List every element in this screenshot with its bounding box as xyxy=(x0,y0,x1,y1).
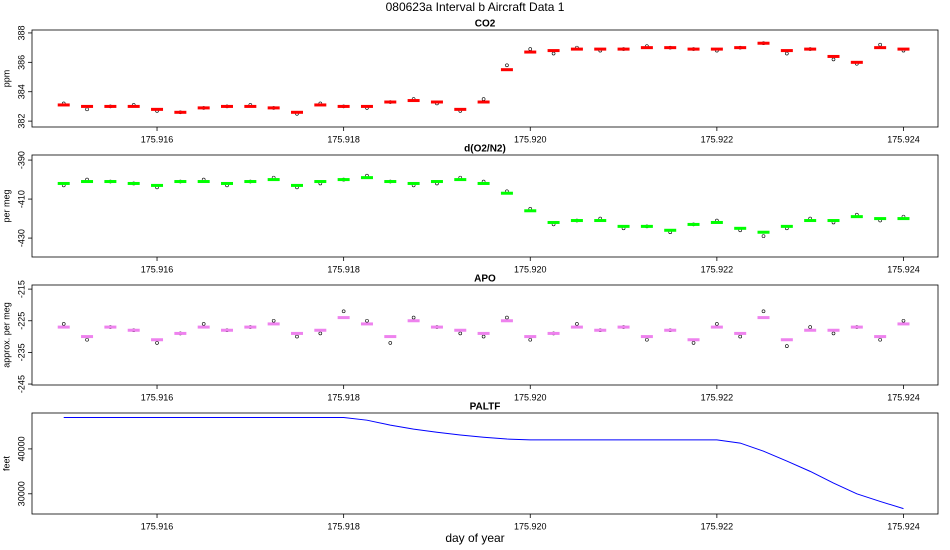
panel-title: CO2 xyxy=(475,19,496,30)
x-tick-label: 175.920 xyxy=(514,264,547,274)
x-tick-label: 175.918 xyxy=(327,392,360,402)
data-point xyxy=(505,63,509,68)
y-tick-label: -225 xyxy=(16,312,26,330)
data-point xyxy=(785,51,789,56)
data-point xyxy=(575,322,579,326)
x-tick-label: 175.916 xyxy=(141,134,174,144)
y-axis-label: feet xyxy=(1,455,11,471)
panel-title: PALTF xyxy=(470,402,501,413)
data-point xyxy=(645,337,649,342)
x-tick-label: 175.918 xyxy=(327,134,360,144)
data-line xyxy=(63,416,904,510)
data-point xyxy=(481,334,486,339)
data-point xyxy=(738,334,742,339)
panel-title: d(O2/N2) xyxy=(464,144,506,155)
y-tick-label: -245 xyxy=(16,375,26,393)
panel-frame xyxy=(31,412,939,515)
data-point xyxy=(295,334,299,339)
data-point xyxy=(61,322,66,326)
data-point xyxy=(901,318,906,323)
x-tick-label: 175.924 xyxy=(887,134,920,144)
data-point xyxy=(388,341,393,345)
data-point xyxy=(528,337,533,342)
data-point xyxy=(808,325,812,329)
y-tick-label: -215 xyxy=(16,280,26,298)
panel-frame xyxy=(31,284,939,386)
data-point xyxy=(201,322,206,326)
x-tick-label: 175.924 xyxy=(887,264,920,274)
data-point xyxy=(318,331,323,336)
x-tick-label: 175.918 xyxy=(327,264,360,274)
panel-title: APO xyxy=(474,274,496,285)
data-point xyxy=(831,331,836,336)
data-point xyxy=(481,97,486,101)
x-tick-label: 175.924 xyxy=(887,521,920,531)
data-point xyxy=(155,341,159,345)
x-tick-label: 175.920 xyxy=(514,392,547,402)
data-point xyxy=(341,309,346,314)
data-point xyxy=(365,318,369,323)
data-point xyxy=(458,331,463,336)
y-tick-label: 40000 xyxy=(16,436,26,461)
x-tick-label: 175.916 xyxy=(141,264,174,274)
x-tick-label: 175.918 xyxy=(327,521,360,531)
y-tick-label: -430 xyxy=(16,229,26,247)
x-tick-label: 175.922 xyxy=(701,134,734,144)
data-point xyxy=(831,57,836,62)
data-point xyxy=(761,234,766,238)
data-point xyxy=(878,42,882,47)
y-axis-label: ppm xyxy=(1,70,11,88)
x-tick-label: 175.916 xyxy=(141,521,174,531)
x-tick-label: 175.916 xyxy=(141,392,174,402)
x-tick-label: 175.920 xyxy=(514,521,547,531)
y-tick-label: 30000 xyxy=(16,481,26,506)
data-point xyxy=(271,318,276,323)
data-point xyxy=(505,315,509,320)
x-tick-label: 175.922 xyxy=(701,521,734,531)
data-point xyxy=(551,51,556,56)
y-tick-label: -390 xyxy=(16,151,26,169)
data-point xyxy=(761,309,766,314)
y-axis-label: approx. per meg xyxy=(1,302,11,368)
x-tick-label: 175.924 xyxy=(887,392,920,402)
data-point xyxy=(85,337,89,342)
y-tick-label: 386 xyxy=(16,55,26,70)
data-point xyxy=(715,322,719,326)
y-tick-label: -410 xyxy=(16,190,26,208)
page-title: 080623a Interval b Aircraft Data 1 xyxy=(386,0,565,14)
x-tick-label: 175.922 xyxy=(701,392,734,402)
y-tick-label: -235 xyxy=(16,343,26,361)
y-axis-label: per meg xyxy=(1,189,11,222)
y-tick-label: 388 xyxy=(16,25,26,40)
x-axis-label: day of year xyxy=(445,531,504,545)
y-tick-label: 384 xyxy=(16,84,26,99)
x-tick-label: 175.920 xyxy=(514,134,547,144)
data-point xyxy=(878,337,882,342)
x-tick-label: 175.922 xyxy=(701,264,734,274)
data-point xyxy=(528,47,533,51)
data-point xyxy=(785,344,789,348)
data-point xyxy=(85,107,89,112)
panel-frame xyxy=(31,154,939,258)
y-tick-label: 382 xyxy=(16,114,26,129)
data-point xyxy=(691,341,696,345)
data-point xyxy=(411,315,416,320)
panel-frame xyxy=(31,29,939,128)
